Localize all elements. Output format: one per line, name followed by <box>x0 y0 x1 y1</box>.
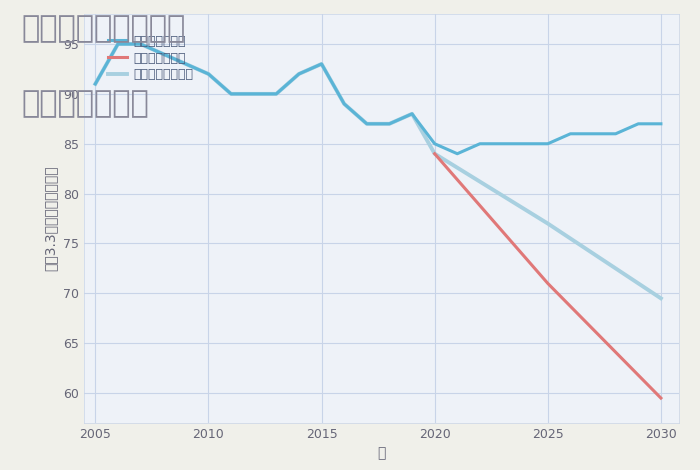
Legend: グッドシナリオ, バッドシナリオ, ノーマルシナリオ: グッドシナリオ, バッドシナリオ, ノーマルシナリオ <box>102 29 199 87</box>
X-axis label: 年: 年 <box>377 446 386 461</box>
Text: 神奈川県相模原駅の: 神奈川県相模原駅の <box>21 14 186 43</box>
Y-axis label: 坪（3.3㎡）単価（万円）: 坪（3.3㎡）単価（万円） <box>43 166 57 271</box>
Text: 土地の価格推移: 土地の価格推移 <box>21 89 148 118</box>
